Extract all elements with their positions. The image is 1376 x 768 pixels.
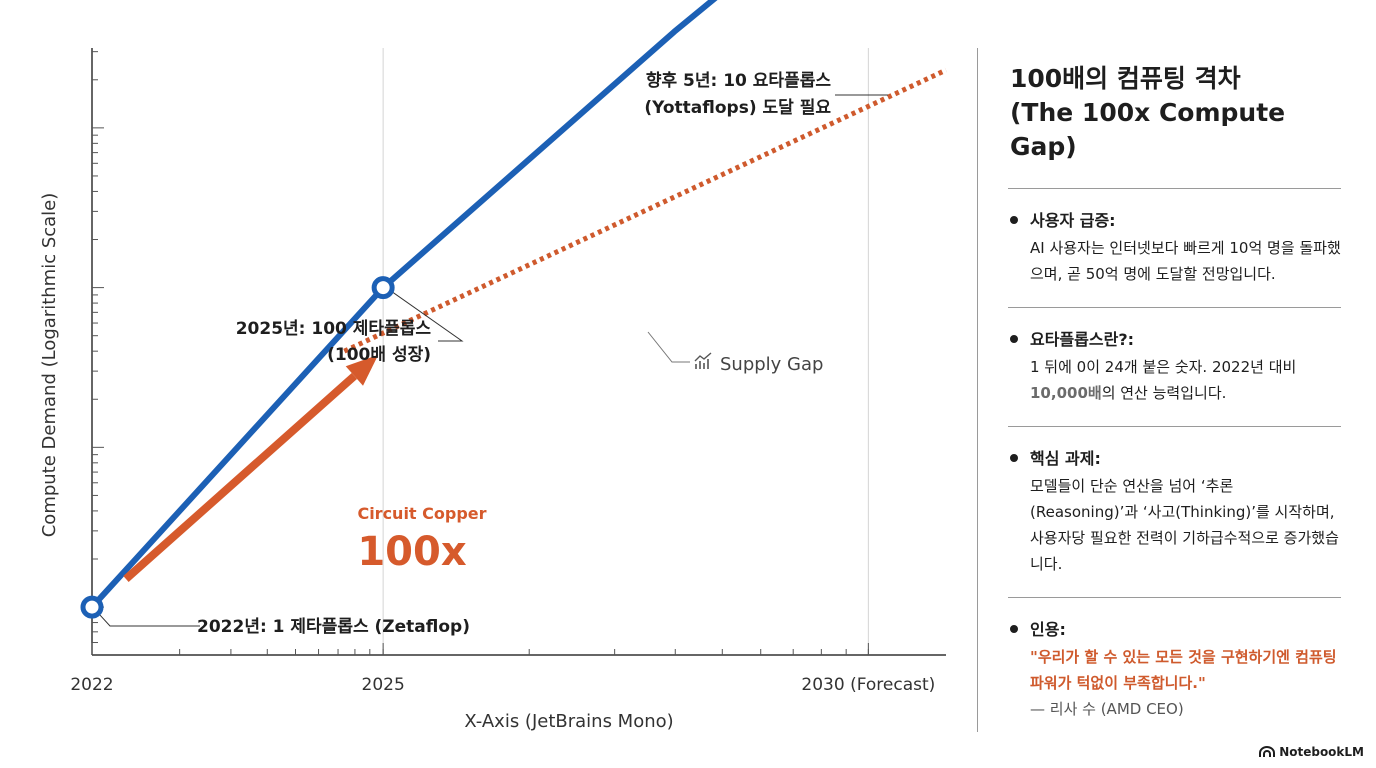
x-tick-label: 2022 (70, 675, 113, 695)
list-item-users: 사용자 급증: AI 사용자는 인터넷보다 빠르게 10억 명을 돌파했으며, … (1008, 189, 1341, 307)
data-point-marker (80, 595, 104, 619)
forecast-annotation-line2: (Yottaflops) 도달 필요 (644, 97, 831, 118)
panel-divider (977, 48, 978, 732)
divider (1008, 426, 1341, 427)
forecast-annotation-line1: 향후 5년: 10 요타플롭스 (646, 70, 832, 91)
quote-author: — 리사 수 (AMD CEO) (1030, 700, 1184, 718)
item-heading: 핵심 과제: (1030, 449, 1101, 468)
item-body-highlight: 10,000배 (1030, 384, 1102, 402)
item-heading: 인용: (1030, 620, 1066, 639)
item-heading: 사용자 급증: (1030, 211, 1116, 230)
marker-label-2022: 2022년: 1 제타플롭스 (Zetaflop) (197, 617, 470, 637)
panel-title-line1: 100배의 컴퓨팅 격차 (1010, 64, 1241, 93)
list-item-quote: 인용: "우리가 할 수 있는 모든 것을 구현하기엔 컴퓨팅 파워가 턱없이 … (1008, 598, 1341, 742)
arrow-label: Circuit Copper (357, 504, 486, 523)
divider (1008, 597, 1341, 598)
marker-callout-line (375, 280, 464, 342)
supply-gap-callout-line (647, 331, 690, 363)
item-body: 모델들이 단순 연산을 넘어 ‘추론(Reasoning)’과 ‘사고(Thin… (1030, 477, 1339, 573)
x-tick-label: 2025 (362, 675, 405, 695)
item-body-pre: 1 뒤에 0이 24개 붙은 숫자. 2022년 대비 (1030, 358, 1297, 376)
info-panel: 100배의 컴퓨팅 격차 (The 100x Compute Gap) 사용자 … (1008, 62, 1341, 742)
panel-title-line2: (The 100x Compute Gap) (1010, 98, 1286, 161)
y-axis-label: Compute Demand (Logarithmic Scale) (39, 193, 60, 538)
growth-arrow-head (345, 354, 379, 386)
x-tick-label: 2030 (Forecast) (801, 675, 935, 695)
notebooklm-brand: NotebookLM (1259, 745, 1364, 759)
item-body: 1 뒤에 0이 24개 붙은 숫자. 2022년 대비 10,000배의 연산 … (1030, 354, 1341, 406)
data-point-marker (371, 276, 395, 300)
list-item-yottaflops: 요타플롭스란?: 1 뒤에 0이 24개 붙은 숫자. 2022년 대비 10,… (1008, 308, 1341, 426)
list-item-challenge: 핵심 과제: 모델들이 단순 연산을 넘어 ‘추론(Reasoning)’과 ‘… (1008, 427, 1341, 597)
divider (1008, 307, 1341, 308)
item-body: AI 사용자는 인터넷보다 빠르게 10억 명을 돌파했으며, 곧 50억 명에… (1030, 239, 1341, 283)
growth-arrow-shaft (123, 372, 358, 582)
marker-label-2025: 2025년: 100 제타플롭스 (236, 319, 432, 339)
quote-text: "우리가 할 수 있는 모든 것을 구현하기엔 컴퓨팅 파워가 턱없이 부족합니… (1030, 648, 1337, 692)
arrow-value-label: 100x (357, 529, 466, 575)
marker-callout-line (99, 614, 200, 627)
demand-series-line (89, 0, 718, 610)
item-heading: 요타플롭스란?: (1030, 330, 1134, 349)
marker-sublabel-2025: (100배 성장) (327, 345, 431, 365)
icon-trend (694, 352, 712, 362)
brand-label: NotebookLM (1279, 745, 1364, 759)
trend-chart-icon (694, 352, 712, 369)
notebooklm-logo-icon (1259, 746, 1276, 757)
compute-demand-chart: 2022 2025 2030 (Forecast) X-Axis (JetBrains… (39, 0, 948, 732)
panel-title: 100배의 컴퓨팅 격차 (The 100x Compute Gap) (1010, 62, 1341, 164)
item-body-post: 의 연산 능력입니다. (1101, 384, 1227, 402)
x-axis-label: X-Axis (JetBrains Mono) (464, 711, 673, 732)
supply-gap-label: Supply Gap (720, 354, 823, 375)
divider (1008, 188, 1341, 189)
supply-series-line (343, 67, 948, 354)
